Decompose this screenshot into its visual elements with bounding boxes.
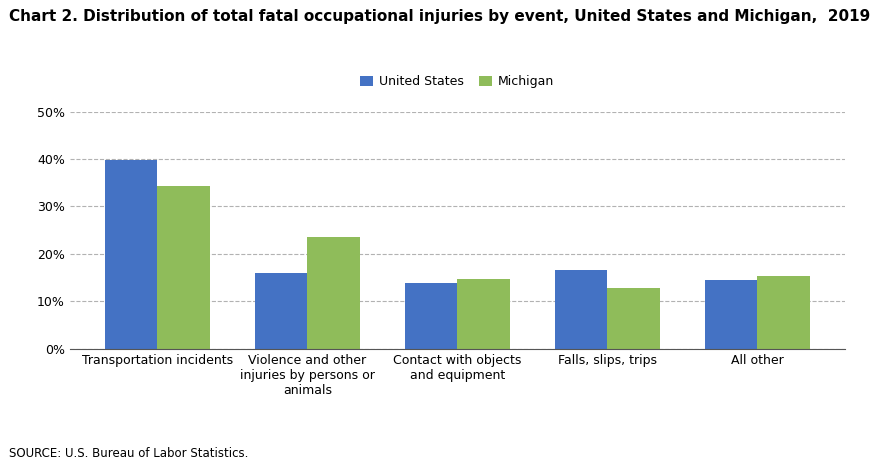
Bar — [457, 279, 510, 349]
Text: SOURCE: U.S. Bureau of Labor Statistics.: SOURCE: U.S. Bureau of Labor Statistics. — [9, 447, 248, 460]
Text: Chart 2. Distribution of total fatal occupational injuries by event, United Stat: Chart 2. Distribution of total fatal occ… — [9, 9, 870, 24]
Bar — [105, 159, 158, 349]
Bar — [607, 288, 659, 349]
Legend: United States, Michigan: United States, Michigan — [361, 75, 554, 88]
Bar — [405, 283, 457, 349]
Bar — [555, 270, 607, 349]
Bar — [307, 237, 360, 349]
Bar — [757, 276, 810, 349]
Bar — [158, 186, 210, 349]
Bar — [705, 280, 757, 349]
Bar — [255, 273, 307, 349]
